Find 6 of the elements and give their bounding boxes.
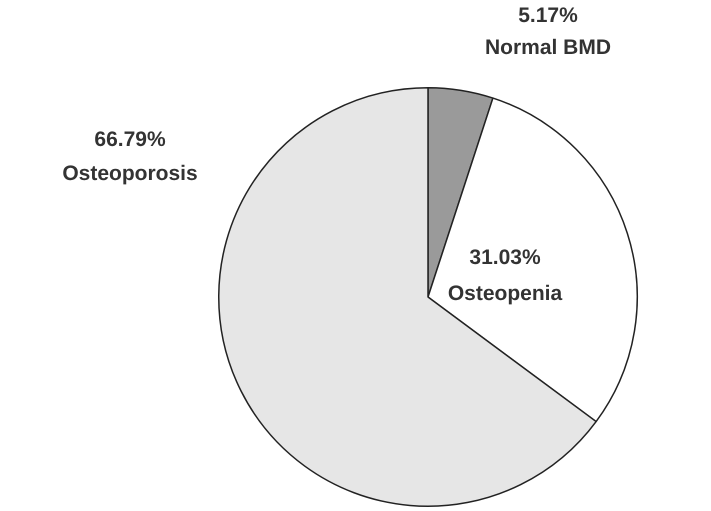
slice-label: Normal BMD (484, 36, 612, 59)
data-label: 31.03% (469, 246, 541, 269)
slice-label: Osteoporosis (62, 162, 198, 185)
slice-label: Osteopenia (448, 282, 562, 305)
data-label: 5.17% (518, 4, 578, 27)
data-label: 66.79% (94, 128, 166, 151)
